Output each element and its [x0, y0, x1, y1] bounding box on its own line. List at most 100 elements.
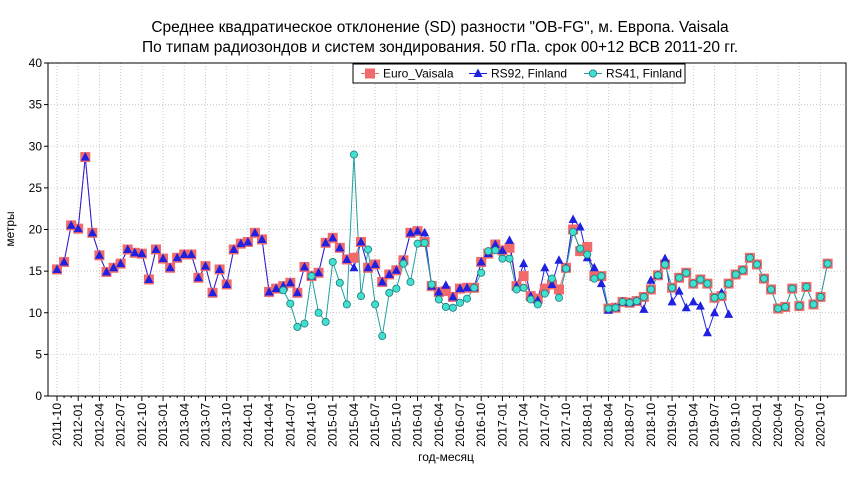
legend: Euro_Vaisala RS92, Finland RS41, Finland [352, 63, 686, 84]
data-point-rs41-finland [385, 288, 394, 297]
data-point-rs92-finland [264, 286, 274, 296]
data-point-rs41-finland [760, 274, 769, 283]
x-tick-label: 2013-10 [220, 403, 234, 447]
x-tick-label: 2018-04 [601, 403, 615, 447]
data-point-rs92-finland [639, 304, 649, 313]
data-point-rs41-finland [328, 257, 337, 266]
data-point-rs41-finland [455, 298, 464, 307]
data-point-rs41-finland [774, 304, 783, 313]
data-point-rs92-finland [420, 227, 430, 237]
data-point-rs92-finland [384, 269, 394, 278]
data-point-rs92-finland [158, 253, 168, 263]
data-point-rs41-finland [463, 294, 472, 303]
data-point-rs92-finland [109, 262, 119, 272]
x-axis-ticks: 2011-10 2012-01 2012-04 2012-07 2012-10 2013-… [50, 396, 829, 447]
data-point-rs92-finland [257, 234, 267, 243]
data-point-rs41-finland [562, 264, 571, 273]
x-tick-label: 2014-01 [241, 403, 255, 447]
data-point-rs41-finland [724, 279, 733, 288]
data-point-rs92-finland [236, 238, 246, 248]
data-point-rs92-finland [165, 262, 175, 272]
data-point-rs92-finland [497, 245, 507, 254]
data-point-rs41-finland [710, 293, 719, 302]
data-point-euro-vaisala [348, 252, 359, 263]
data-point-rs92-finland [568, 214, 578, 224]
data-point-rs41-finland [448, 303, 457, 312]
x-tick-label: 2020-04 [771, 403, 785, 447]
data-point-rs41-finland [653, 271, 662, 280]
data-point-euro-vaisala [504, 242, 515, 253]
data-point-rs92-finland [342, 254, 352, 263]
data-point-rs92-finland [455, 283, 465, 293]
legend-label-euro-vaisala: Euro_Vaisala [383, 67, 454, 81]
data-point-rs41-finland [335, 278, 344, 287]
data-point-rs92-finland [434, 286, 444, 296]
data-point-rs41-finland [533, 300, 542, 309]
x-tick-label: 2018-01 [580, 403, 594, 447]
data-point-rs92-finland [123, 244, 133, 253]
data-point-rs92-finland [519, 258, 529, 268]
data-point-rs92-finland [441, 280, 451, 289]
data-point-euro-vaisala [518, 271, 529, 282]
x-tick-label: 2016-04 [432, 403, 446, 447]
data-point-rs92-finland [285, 277, 295, 287]
data-point-rs92-finland [667, 296, 677, 306]
data-point-rs41-finland [583, 250, 592, 259]
y-tick-label: 30 [29, 139, 43, 153]
data-point-rs41-finland [406, 277, 415, 286]
y-tick-label: 35 [29, 98, 43, 112]
x-tick-label: 2017-04 [517, 403, 531, 447]
data-point-rs92-finland [589, 262, 599, 272]
series-markers [52, 150, 833, 341]
data-point-rs92-finland [250, 227, 260, 237]
x-tick-label: 2015-10 [389, 403, 403, 447]
data-point-rs41-finland [378, 332, 387, 341]
legend-marker-rs41-finland [589, 69, 598, 78]
data-point-rs92-finland [575, 222, 585, 231]
data-point-rs92-finland [413, 226, 423, 235]
data-point-rs92-finland [193, 272, 203, 282]
x-tick-label: 2012-07 [114, 403, 128, 447]
data-point-rs92-finland [222, 279, 232, 288]
data-point-rs41-finland [597, 272, 606, 281]
data-point-rs92-finland [476, 256, 486, 266]
data-point-rs92-finland [356, 236, 366, 246]
data-point-rs92-finland [200, 261, 210, 270]
legend-label-rs92-finland: RS92, Finland [491, 67, 567, 81]
x-tick-label: 2016-07 [453, 403, 467, 447]
x-tick-label: 2019-10 [729, 403, 743, 447]
x-tick-label: 2019-01 [665, 403, 679, 447]
data-point-rs92-finland [335, 242, 345, 252]
data-point-rs92-finland [116, 258, 126, 268]
data-point-rs41-finland [795, 302, 804, 311]
data-point-rs41-finland [279, 286, 288, 295]
data-point-rs41-finland [321, 317, 330, 326]
x-tick-label: 2015-04 [347, 403, 361, 447]
x-axis-label: год-месяц [418, 450, 474, 464]
data-point-rs41-finland [413, 239, 422, 248]
chart-title-line-1: Среднее квадратическое отклонение (SD) р… [151, 19, 729, 36]
markers-rs92-finland [52, 152, 734, 337]
data-point-rs92-finland [59, 256, 69, 266]
data-point-rs92-finland [87, 227, 97, 237]
data-point-rs92-finland [710, 307, 720, 317]
data-point-rs41-finland [703, 279, 712, 288]
x-tick-label: 2015-01 [326, 403, 340, 447]
data-point-rs92-finland [349, 262, 359, 272]
data-point-euro-vaisala [582, 241, 593, 252]
data-point-rs41-finland [357, 292, 366, 301]
x-tick-label: 2014-04 [262, 403, 276, 447]
y-tick-label: 5 [35, 347, 42, 361]
data-point-rs92-finland [80, 152, 90, 161]
x-tick-label: 2017-10 [559, 403, 573, 447]
data-point-rs92-finland [674, 286, 684, 295]
data-point-rs41-finland [689, 279, 698, 288]
data-point-rs41-finland [498, 254, 507, 263]
data-point-rs92-finland [681, 302, 691, 312]
y-tick-label: 20 [29, 223, 43, 237]
data-point-rs41-finland [470, 283, 479, 292]
data-point-rs92-finland [179, 249, 189, 258]
data-point-rs41-finland [745, 253, 754, 262]
data-point-rs41-finland [738, 266, 747, 275]
x-tick-label: 2015-07 [368, 403, 382, 447]
